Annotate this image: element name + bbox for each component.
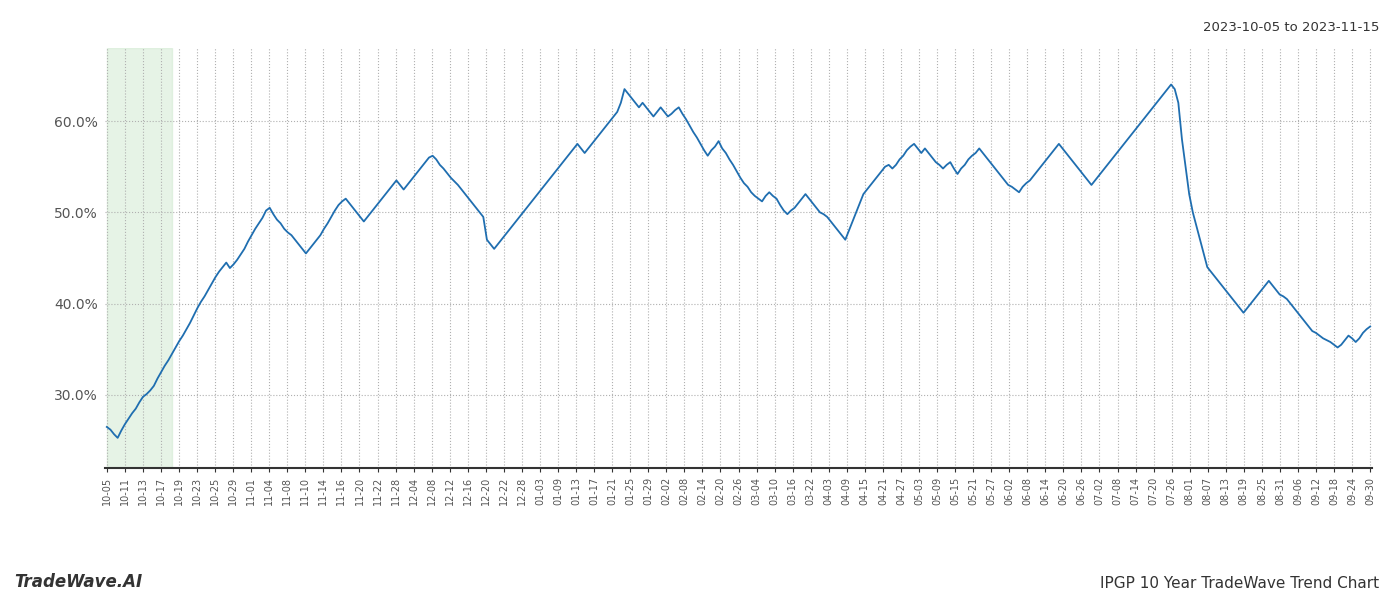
Bar	[106, 48, 172, 468]
Text: 2023-10-05 to 2023-11-15: 2023-10-05 to 2023-11-15	[1203, 21, 1379, 34]
Text: TradeWave.AI: TradeWave.AI	[14, 573, 143, 591]
Text: IPGP 10 Year TradeWave Trend Chart: IPGP 10 Year TradeWave Trend Chart	[1100, 576, 1379, 591]
